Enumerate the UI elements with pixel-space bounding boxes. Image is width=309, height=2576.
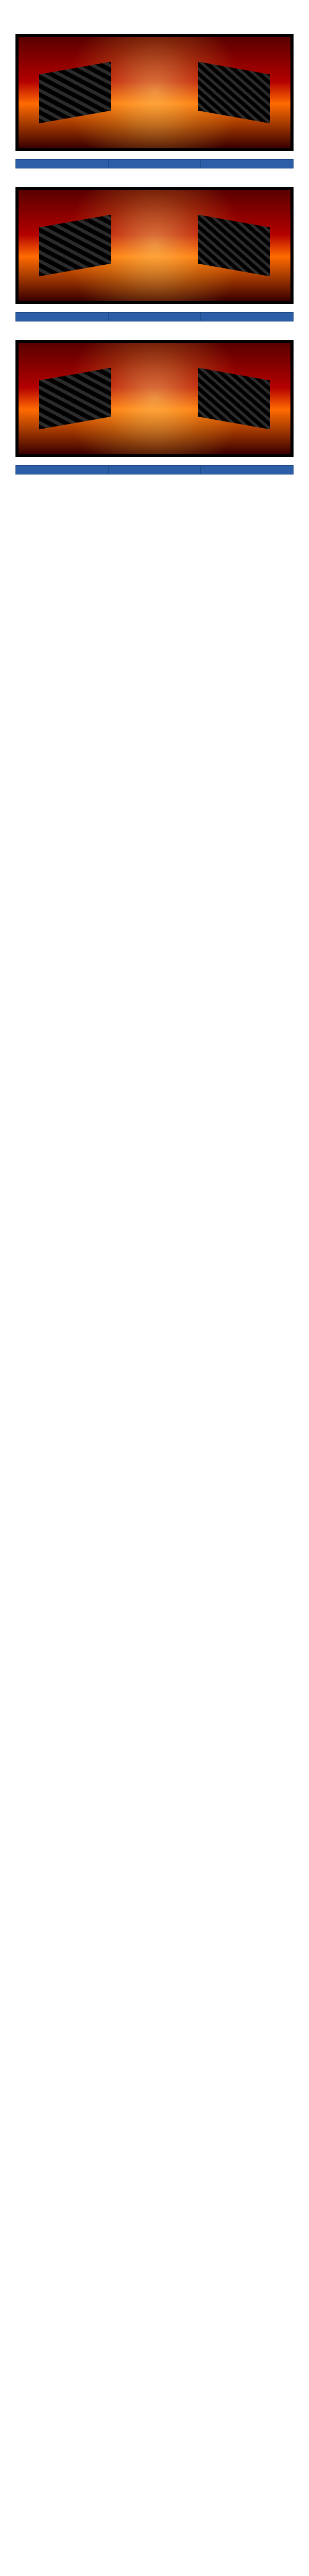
column-header-number bbox=[15, 465, 109, 474]
page bbox=[0, 0, 309, 493]
page-title bbox=[0, 15, 309, 21]
result-section bbox=[0, 34, 309, 187]
section-banner bbox=[15, 34, 294, 151]
results-table bbox=[15, 159, 294, 168]
wing-right-decoration bbox=[198, 61, 270, 124]
column-header-number bbox=[15, 312, 109, 321]
past-results-link[interactable] bbox=[0, 21, 309, 34]
column-header-diff bbox=[200, 312, 294, 321]
wing-right-decoration bbox=[198, 214, 270, 277]
sections-container bbox=[0, 34, 309, 493]
section-banner bbox=[15, 187, 294, 304]
wing-left-decoration bbox=[39, 214, 111, 277]
column-header-name bbox=[108, 465, 201, 474]
results-table bbox=[15, 465, 294, 474]
result-section bbox=[0, 187, 309, 340]
column-header-diff bbox=[200, 159, 294, 168]
result-section bbox=[0, 340, 309, 493]
results-table bbox=[15, 312, 294, 321]
table-header-row bbox=[15, 159, 294, 168]
table-header-row bbox=[15, 465, 294, 474]
column-header-number bbox=[15, 159, 109, 168]
wing-left-decoration bbox=[39, 367, 111, 430]
page-date bbox=[0, 0, 309, 15]
wing-right-decoration bbox=[198, 367, 270, 430]
table-header-row bbox=[15, 312, 294, 321]
wing-left-decoration bbox=[39, 61, 111, 124]
column-header-name bbox=[108, 159, 201, 168]
section-banner bbox=[15, 340, 294, 457]
column-header-name bbox=[108, 312, 201, 321]
column-header-diff bbox=[200, 465, 294, 474]
